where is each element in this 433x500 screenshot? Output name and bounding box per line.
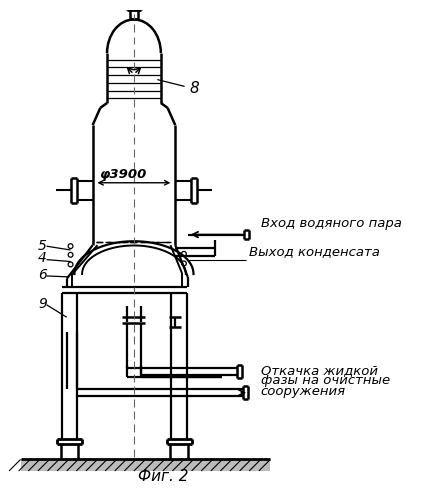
Text: Фиг. 2: Фиг. 2 (138, 468, 188, 483)
Bar (21, 460, 270, 471)
Text: 8: 8 (158, 80, 200, 96)
Text: Выход конденсата: Выход конденсата (249, 246, 380, 258)
Text: 9: 9 (38, 296, 47, 310)
Text: 4: 4 (38, 252, 47, 266)
Text: 5: 5 (38, 239, 47, 253)
Text: Откачка жидкой: Откачка жидкой (261, 364, 378, 377)
Text: 6: 6 (38, 268, 47, 282)
Text: сооружения: сооружения (261, 385, 346, 398)
Text: φ3900: φ3900 (100, 168, 147, 181)
Text: фазы на очистные: фазы на очистные (261, 374, 390, 388)
Text: Вход водяного пара: Вход водяного пара (261, 216, 402, 230)
